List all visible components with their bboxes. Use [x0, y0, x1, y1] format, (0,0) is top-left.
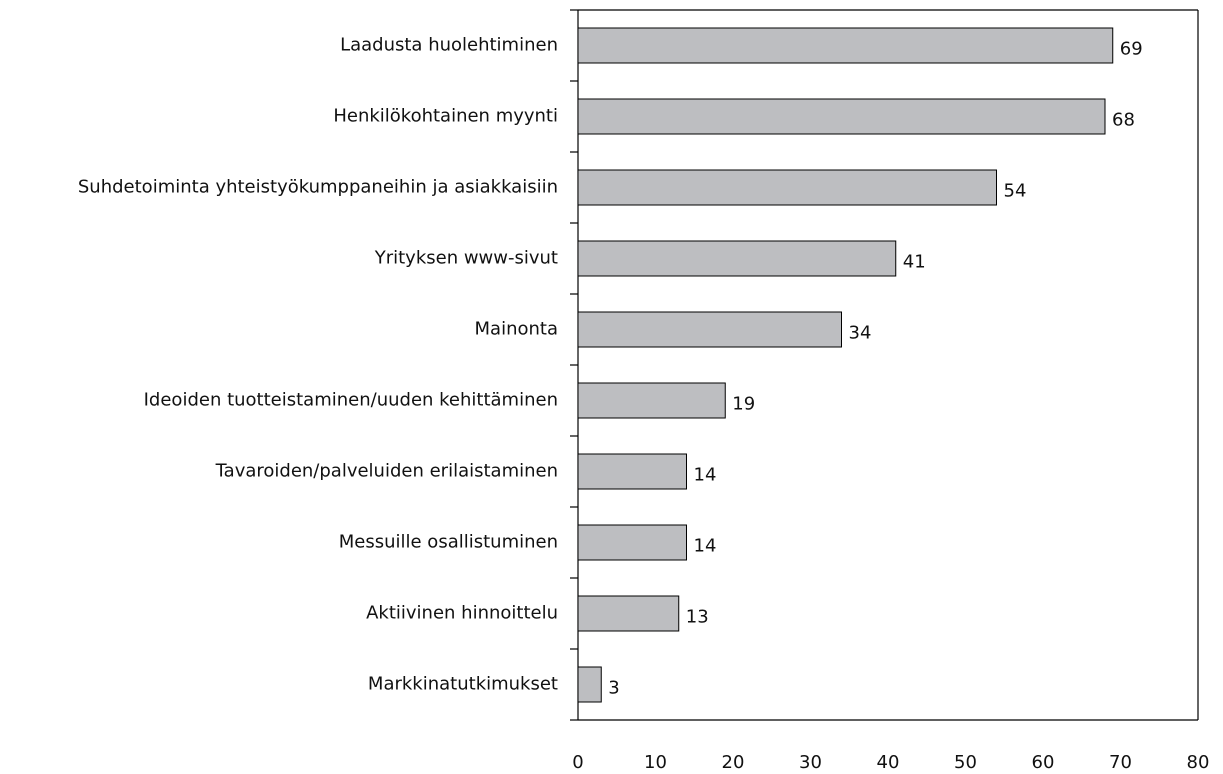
data-label: 69	[1120, 39, 1143, 60]
y-tick-label: Yrityksen www-sivut	[374, 248, 558, 269]
data-label: 41	[903, 252, 926, 273]
y-tick-label: Tavaroiden/palveluiden erilaistaminen	[215, 461, 558, 482]
x-tick-label: 0	[572, 752, 583, 773]
y-tick-label: Mainonta	[475, 319, 558, 340]
x-tick-label: 40	[877, 752, 900, 773]
data-label: 14	[694, 465, 717, 486]
data-label: 19	[732, 394, 755, 415]
x-tick-label: 20	[722, 752, 745, 773]
bar	[577, 27, 1114, 64]
y-tick-label: Aktiivinen hinnoittelu	[366, 603, 558, 624]
y-tick-label: Suhdetoiminta yhteistyökumppaneihin ja a…	[78, 177, 558, 198]
x-tick-label: 10	[644, 752, 667, 773]
x-tick-label: 80	[1187, 752, 1210, 773]
y-tick-label: Henkilökohtainen myynti	[333, 106, 558, 127]
bar	[577, 524, 687, 561]
x-tick-label: 60	[1032, 752, 1055, 773]
data-label: 14	[694, 536, 717, 557]
data-label: 68	[1112, 110, 1135, 131]
x-tick-label: 70	[1109, 752, 1132, 773]
data-label: 34	[849, 323, 872, 344]
y-tick-label: Laadusta huolehtiminen	[340, 35, 558, 56]
y-tick-label: Messuille osallistuminen	[339, 532, 558, 553]
bar	[577, 453, 687, 490]
data-label: 13	[686, 607, 709, 628]
bar	[577, 240, 897, 277]
bar	[577, 311, 842, 348]
data-label: 54	[1004, 181, 1027, 202]
x-tick-label: 50	[954, 752, 977, 773]
bar	[577, 169, 997, 206]
y-tick-label: Ideoiden tuotteistaminen/uuden kehittämi…	[144, 390, 558, 411]
bar	[577, 666, 602, 703]
bar	[577, 382, 726, 419]
data-label: 3	[608, 678, 619, 699]
bar	[577, 98, 1106, 135]
bar	[577, 595, 680, 632]
y-tick-label: Markkinatutkimukset	[368, 674, 558, 695]
x-tick-label: 30	[799, 752, 822, 773]
